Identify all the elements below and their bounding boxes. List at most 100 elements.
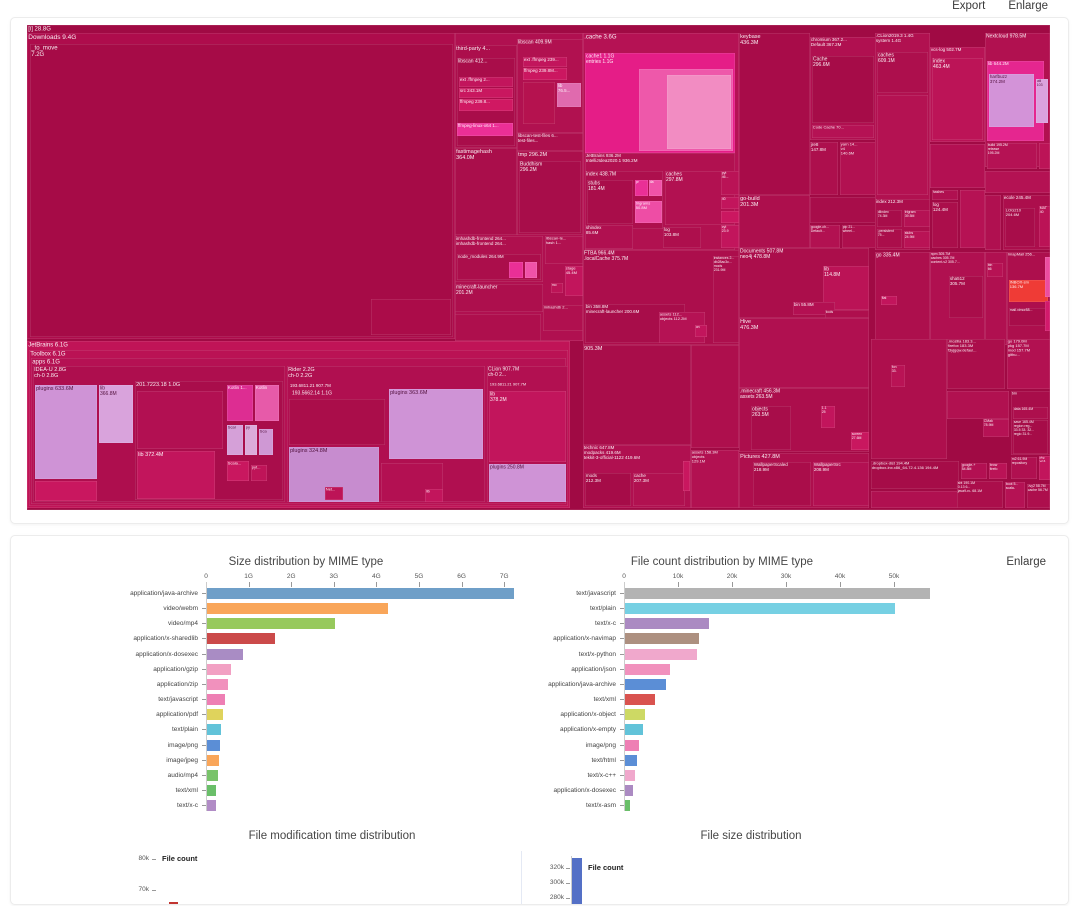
treemap-cell[interactable] bbox=[810, 197, 876, 223]
bar-text-xml[interactable] bbox=[207, 784, 217, 796]
bar-text-x-asm[interactable] bbox=[625, 800, 631, 812]
treemap-cell[interactable] bbox=[947, 391, 1009, 419]
bar-text-xml[interactable] bbox=[625, 694, 655, 706]
treemap-cell-mat[interactable]: MAT 40 bbox=[1039, 206, 1050, 247]
histogram-bar[interactable] bbox=[572, 858, 582, 904]
treemap-cell-py[interactable]: py bbox=[245, 425, 257, 455]
treemap-cell-net...[interactable]: Net... bbox=[325, 487, 343, 500]
bar-text-javascript[interactable] bbox=[207, 694, 225, 706]
treemap-cell[interactable] bbox=[721, 211, 739, 223]
treemap-cell-data[interactable]: data 165.4M bbox=[1013, 407, 1048, 419]
treemap-cell-ffmpeg[interactable]: ffmpeg 239.8M... bbox=[523, 68, 567, 80]
bar-image-png[interactable] bbox=[207, 739, 221, 751]
treemap[interactable]: [i] 28.8G Downloads 9.4G _to_move 7.2G JetB… bbox=[27, 25, 1050, 510]
treemap-cell-.mozilla[interactable]: .mozilla 183.3... firefox 183.3M f3yjgqw… bbox=[947, 339, 1005, 389]
bar-image-png[interactable] bbox=[625, 739, 640, 751]
treemap-cell-save[interactable]: save 165.4M region reg... 33.5 33. 32...… bbox=[1013, 420, 1048, 454]
treemap-cell-brow[interactable]: brow firefo bbox=[989, 463, 1007, 479]
treemap-cell[interactable] bbox=[985, 171, 1050, 193]
bar-text-x-c-[interactable] bbox=[625, 769, 636, 781]
treemap-cell-cache[interactable]: cache 207.3M bbox=[633, 473, 685, 506]
treemap-cell-keybase[interactable]: keybase 436.3M bbox=[739, 33, 810, 195]
treemap-cell-sca[interactable]: Sca bbox=[259, 429, 273, 455]
legend-file-count[interactable]: File count bbox=[162, 854, 198, 863]
treemap-cell-dlindex[interactable]: dlindex 74.3M bbox=[877, 210, 902, 227]
treemap-cell-wallpapersrc[interactable]: WallpaperSrc 208.9M bbox=[813, 462, 869, 506]
treemap-cell[interactable] bbox=[683, 461, 690, 491]
treemap-cell-ext[interactable]: ext .ffmpeg 239... bbox=[523, 57, 567, 67]
treemap-cell-buddhism[interactable]: Buddhism 296.2M bbox=[519, 161, 581, 233]
treemap-cell-stage[interactable]: stage 45.4M bbox=[565, 266, 583, 296]
treemap-cell-scala...[interactable]: Scala... bbox=[227, 461, 249, 481]
treemap-cell-src[interactable]: src 243.1M bbox=[459, 88, 513, 98]
treemap-cell-.ivy2[interactable]: .ivy2 58.7M cache 56.7M bbox=[1027, 484, 1050, 508]
treemap-cell-pip[interactable]: pip 21... wheel... bbox=[842, 225, 876, 248]
treemap-cell[interactable] bbox=[930, 144, 985, 188]
bar-image-jpeg[interactable] bbox=[207, 754, 219, 766]
treemap-cell-trigram[interactable]: trigram 39.5M bbox=[904, 210, 930, 227]
bar-application-x-sharedlib[interactable] bbox=[207, 633, 276, 645]
treemap-cell-193.6811.21[interactable]: 193.6811.21 907.7M bbox=[289, 383, 331, 389]
treemap-cell-plugins[interactable]: plugins 363.6M bbox=[389, 389, 483, 459]
treemap-cell-905.3m[interactable]: 905.3M bbox=[583, 345, 691, 445]
treemap-cell-inbox-sm[interactable]: INBOX-sm 136.7M bbox=[1009, 280, 1048, 302]
bar-application-x-object[interactable] bbox=[625, 709, 645, 721]
bar-application-java-archive[interactable] bbox=[625, 678, 667, 690]
treemap-cell-.dropbox-dist[interactable]: .dropbox-dist 194.4M dropbox-lnx.x86_64-… bbox=[871, 461, 959, 489]
bar-application-java-archive[interactable] bbox=[207, 588, 514, 599]
treemap-cell-mods[interactable]: mods 212.3M bbox=[585, 473, 631, 506]
bar-application-x-dosexec[interactable] bbox=[625, 784, 634, 796]
treemap-cell-tools[interactable]: tools bbox=[825, 310, 869, 318]
treemap-cell-imhashdb[interactable]: imhashdb 2... bbox=[543, 305, 583, 331]
treemap-cell-stubs[interactable]: stubs 24.9M bbox=[904, 231, 930, 248]
treemap-cell-kotlin[interactable]: Kotlin 1... bbox=[227, 385, 253, 421]
treemap-cell-cache[interactable]: Cache 296.6M bbox=[812, 56, 874, 123]
treemap-cell-log[interactable]: log 103.8M bbox=[663, 227, 701, 248]
treemap-cell-193.6811.21[interactable]: 193.6811.21 907.7M bbox=[489, 382, 527, 387]
treemap-cell-libscan-te...[interactable]: libscan-te... hash 1... bbox=[545, 236, 583, 264]
treemap-cell[interactable] bbox=[525, 262, 537, 278]
treemap-cell-1.1[interactable]: 1.1 25 bbox=[821, 406, 835, 428]
treemap-cell-go[interactable]: go 179.0M pkg 157.7M mod 157.7M githu... bbox=[1007, 339, 1050, 389]
treemap-cell-log[interactable]: log 124.4M bbox=[932, 202, 958, 248]
treemap-cell-_to_move[interactable]: _to_move 7.2G bbox=[30, 44, 453, 337]
treemap-cell-caches[interactable]: caches 609.1M bbox=[877, 52, 928, 93]
treemap-cell-google-ch...[interactable]: google-ch... Default... bbox=[810, 225, 840, 248]
treemap-cell-pyt[interactable]: pyt 46... bbox=[721, 171, 739, 195]
treemap-cell-fastimagehash[interactable]: fastimagehash 364.0M bbox=[455, 148, 517, 235]
treemap-cell-40[interactable]: 40 bbox=[721, 197, 739, 209]
treemap-cell-kotlin[interactable]: Kotlin bbox=[255, 385, 279, 421]
treemap-cell[interactable] bbox=[1045, 257, 1050, 297]
treemap-cell-ffmpeg[interactable]: ffmpeg 239.8... bbox=[459, 99, 513, 111]
treemap-cell-go-build[interactable]: go-build 201.3M bbox=[739, 195, 810, 248]
treemap-cell-lib[interactable]: lib 378.2M bbox=[489, 391, 566, 462]
treemap-cell-stubs[interactable]: stubs 181.4M bbox=[587, 180, 633, 224]
treemap-cell-boot[interactable]: boot 5... scala- bbox=[1005, 482, 1025, 508]
treemap-cell[interactable] bbox=[960, 190, 985, 248]
bar-application-gzip[interactable] bbox=[207, 663, 232, 675]
legend-file-count[interactable]: File count bbox=[588, 863, 624, 872]
treemap-cell-fon[interactable]: fon 33. bbox=[891, 365, 905, 387]
treemap-cell[interactable] bbox=[1045, 301, 1050, 331]
treemap-cell[interactable] bbox=[667, 75, 731, 149]
treemap-cell[interactable] bbox=[137, 391, 223, 449]
treemap-cell-minecraft-launcher[interactable]: minecraft-launcher 201.2M bbox=[455, 284, 543, 312]
treemap-cell[interactable] bbox=[1039, 143, 1050, 169]
bar-application-x-empty[interactable] bbox=[625, 724, 643, 736]
treemap-cell-code[interactable]: Code Cache 70... bbox=[812, 125, 874, 138]
export-button[interactable]: Export bbox=[952, 0, 986, 12]
treemap-cell-cyt[interactable]: cyt 23.9 bbox=[721, 225, 739, 248]
bar-video-mp4[interactable] bbox=[207, 618, 335, 630]
treemap-cell-mail.ximor88...[interactable]: mail.ximor88... bbox=[1009, 308, 1048, 326]
bar-text-plain[interactable] bbox=[625, 603, 895, 615]
treemap-cell-on[interactable]: on bbox=[695, 325, 707, 337]
treemap-cell-.persistent[interactable]: .persistent 75... bbox=[877, 229, 902, 248]
bar-text-x-python[interactable] bbox=[625, 648, 698, 660]
bar-application-x-navimap[interactable] bbox=[625, 633, 699, 645]
bar-text-html[interactable] bbox=[625, 754, 638, 766]
treemap-cell-lib[interactable]: lib bbox=[425, 489, 443, 502]
treemap-cell-scal[interactable]: Scal bbox=[227, 425, 243, 455]
treemap-cell-da[interactable]: da bbox=[649, 180, 662, 196]
treemap-cell-screen[interactable]: screen 27.6M bbox=[851, 432, 869, 450]
bar-application-x-dosexec[interactable] bbox=[207, 648, 244, 660]
